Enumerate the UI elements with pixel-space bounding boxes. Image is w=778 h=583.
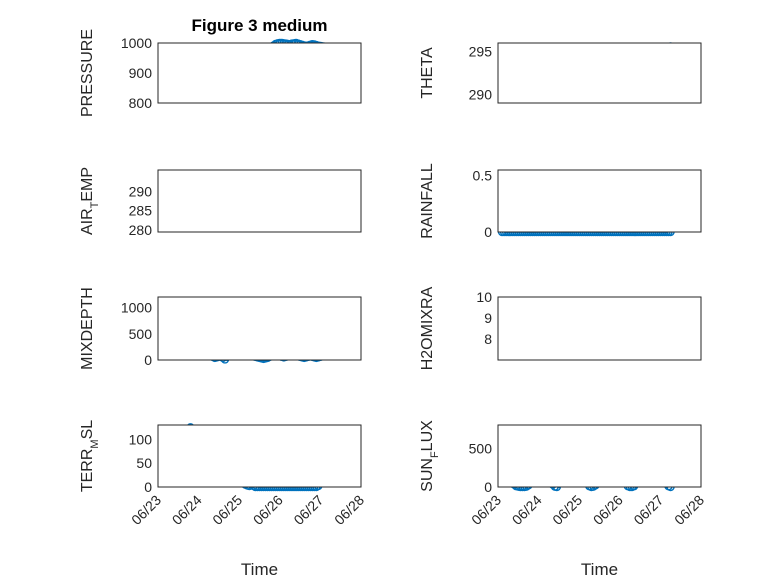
y-tick-label: 290 — [469, 86, 493, 102]
y-tick-label: 9 — [484, 310, 492, 326]
y-tick-label: 280 — [129, 222, 153, 238]
subplot-air_temp: 280 285 290 AIRTEMP — [79, 167, 362, 238]
y-axis-label: MIXDEPTH — [79, 287, 96, 370]
axes-frame — [497, 42, 702, 104]
x-axis-label: Time — [241, 560, 278, 579]
y-tick-label: 500 — [129, 326, 153, 342]
y-tick-label: 0 — [144, 352, 152, 368]
axes-frame — [497, 169, 702, 233]
x-tick-label: 06/28 — [671, 492, 707, 528]
y-axis-label: H2OMIXRA — [419, 286, 436, 370]
x-tick-label: 06/25 — [209, 492, 245, 528]
subplot-h2omixra: 8 9 10 H2OMIXRA — [419, 286, 702, 370]
y-tick-label: 1000 — [121, 300, 152, 316]
x-tick-label: 06/27 — [630, 492, 666, 528]
subplot-mixdepth: 0 500 1000 MIXDEPTH — [79, 287, 362, 370]
x-axis-label: Time — [581, 560, 618, 579]
x-tick-label: 06/26 — [250, 492, 286, 528]
subplot-pressure: 800 900 1000 PRESSURE Figure 3 medium — [79, 16, 362, 117]
x-tick-label: 06/23 — [128, 492, 164, 528]
y-tick-label: 800 — [129, 95, 153, 111]
y-tick-label: 0.5 — [473, 168, 493, 184]
y-tick-label: 1000 — [121, 35, 152, 51]
subplot-sun_flux: 06/23 06/24 06/25 06/26 06/27 06/28 0 500 SUNFLU… — [419, 420, 707, 579]
axes-frame — [497, 296, 702, 361]
subplot-rainfall: 0 0.5 RAINFALL — [419, 163, 702, 240]
y-tick-label: 290 — [129, 183, 153, 199]
axes-frame — [157, 296, 362, 361]
axes-frame — [157, 169, 362, 233]
x-tick-label: 06/24 — [169, 492, 205, 528]
y-axis-label: SUNFLUX — [419, 420, 441, 492]
y-tick-label: 295 — [469, 44, 493, 60]
y-axis-label: PRESSURE — [79, 29, 96, 117]
y-axis-label: AIRTEMP — [79, 167, 101, 235]
x-tick-label: 06/26 — [590, 492, 626, 528]
y-tick-label: 900 — [129, 65, 153, 81]
x-tick-label: 06/28 — [331, 492, 367, 528]
y-tick-label: 10 — [476, 289, 492, 305]
axes-frame — [157, 424, 362, 488]
y-tick-label: 0 — [144, 479, 152, 495]
y-tick-label: 500 — [469, 440, 493, 456]
y-tick-label: 285 — [129, 203, 153, 219]
chart-title: Figure 3 medium — [191, 16, 327, 35]
y-axis-label: THETA — [419, 47, 436, 99]
y-tick-label: 50 — [136, 455, 152, 471]
subplot-theta: 290 295 THETA — [419, 42, 702, 104]
x-tick-label: 06/23 — [468, 492, 504, 528]
y-axis-label: TERRMSL — [79, 420, 101, 492]
axes-frame — [497, 424, 702, 488]
axes-frame — [157, 42, 362, 104]
subplot-terr_msl: 06/23 06/24 06/25 06/26 06/27 06/28 0 50 100 TERR… — [79, 420, 367, 579]
y-axis-label: RAINFALL — [419, 163, 436, 239]
y-tick-label: 8 — [484, 331, 492, 347]
y-tick-label: 0 — [484, 224, 492, 240]
y-tick-label: 100 — [129, 431, 153, 447]
x-tick-label: 06/27 — [290, 492, 326, 528]
x-tick-label: 06/24 — [509, 492, 545, 528]
x-tick-label: 06/25 — [549, 492, 585, 528]
y-tick-label: 0 — [484, 479, 492, 495]
